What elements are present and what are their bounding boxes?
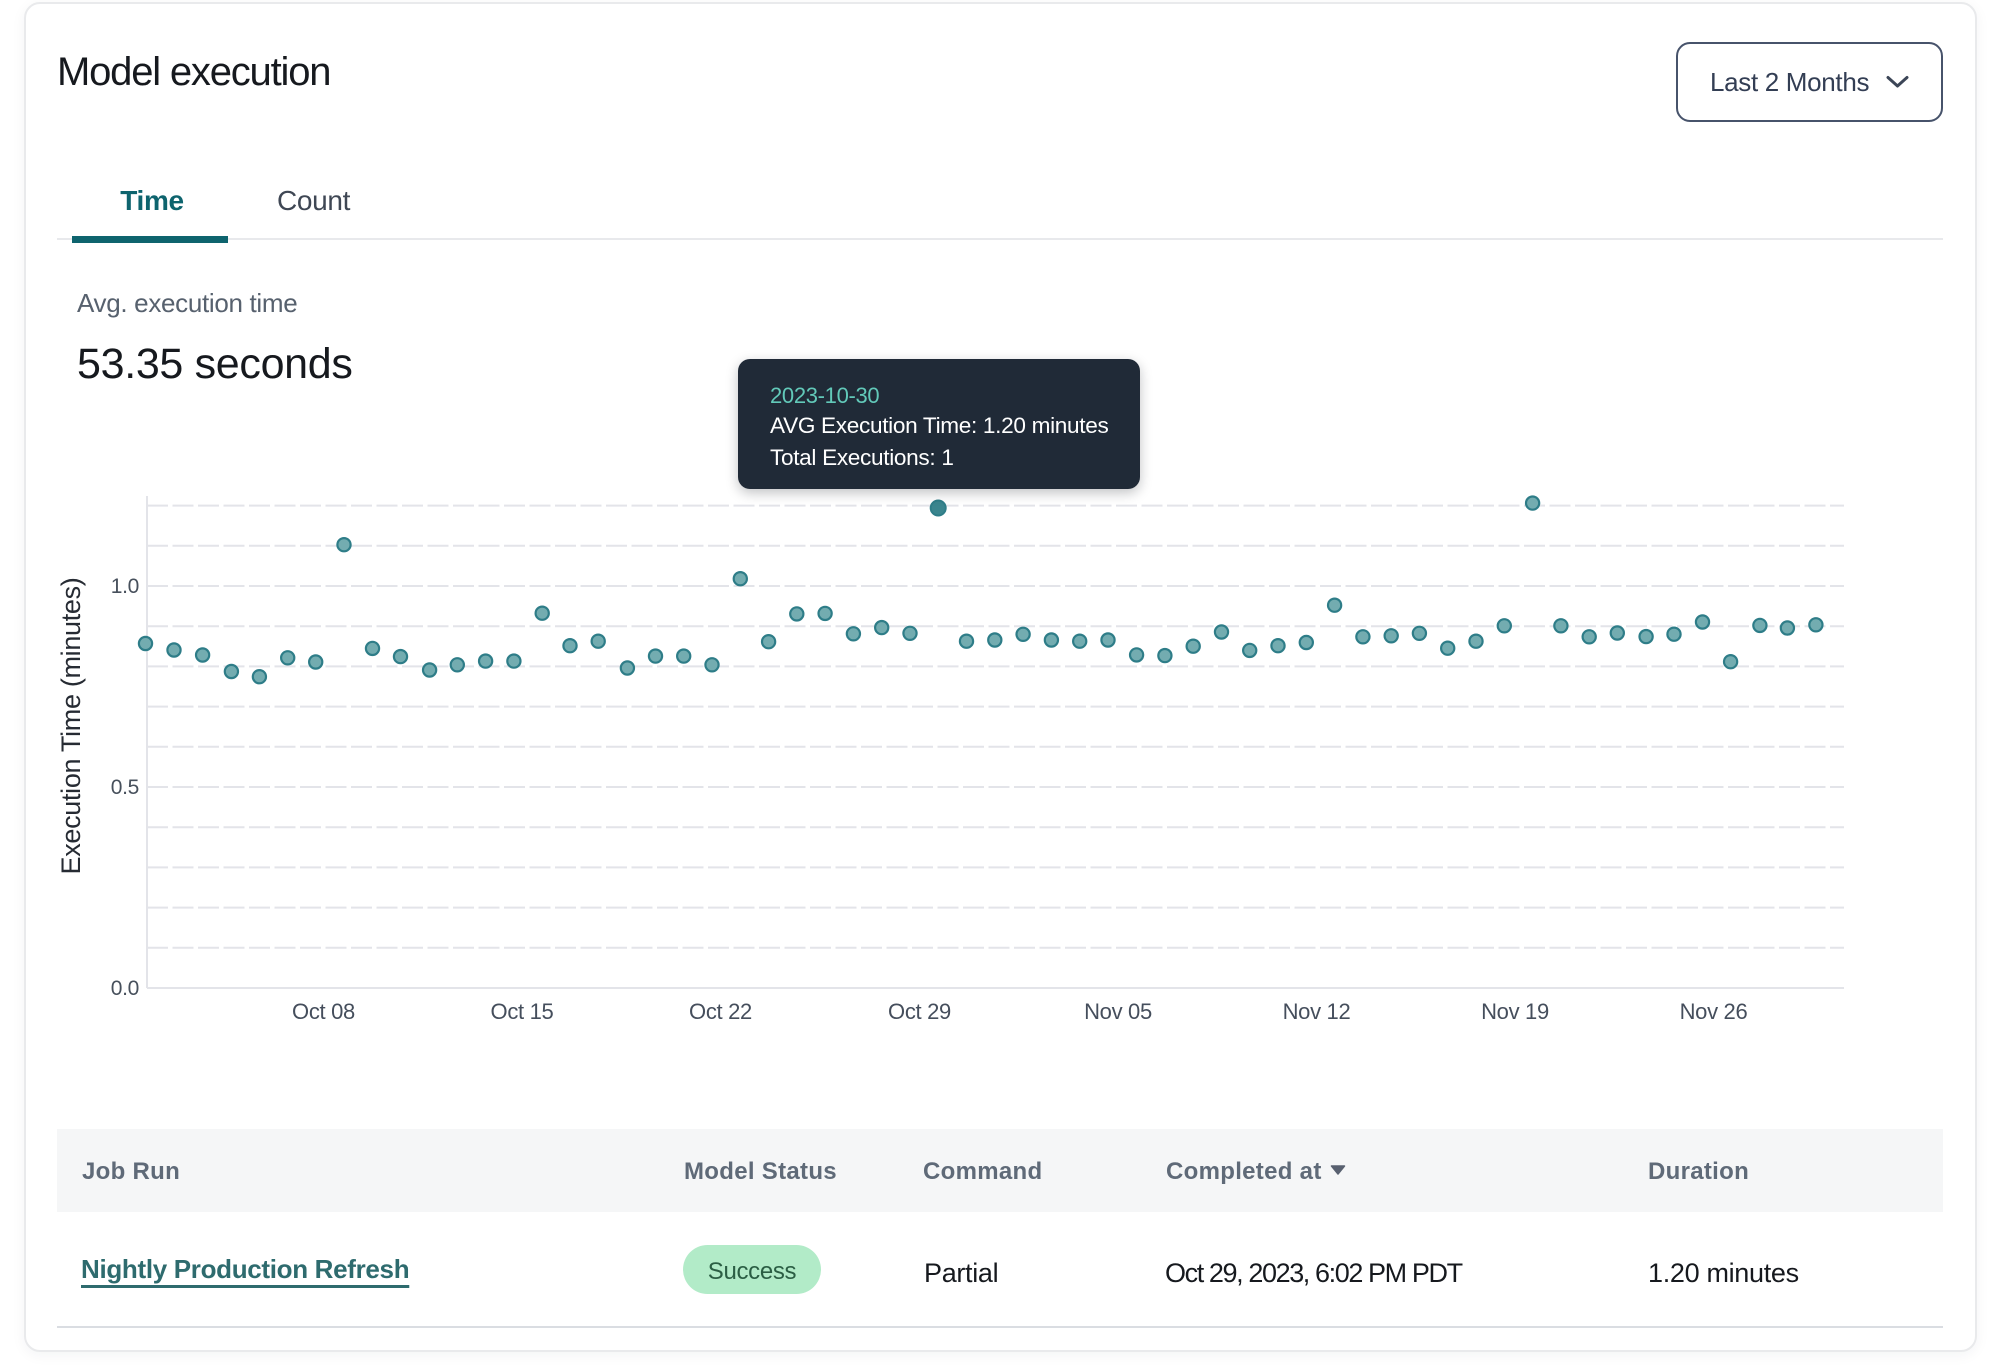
svg-text:Nov 12: Nov 12: [1283, 999, 1351, 1024]
svg-text:Nov 05: Nov 05: [1084, 999, 1152, 1024]
svg-text:Nov 19: Nov 19: [1481, 999, 1549, 1024]
svg-text:0.5: 0.5: [111, 776, 139, 799]
svg-text:Oct 29: Oct 29: [888, 999, 951, 1024]
svg-text:1.0: 1.0: [111, 575, 139, 598]
svg-text:Oct 22: Oct 22: [689, 999, 752, 1024]
svg-text:Oct 15: Oct 15: [491, 999, 554, 1024]
svg-text:Oct 08: Oct 08: [292, 999, 355, 1024]
svg-text:Execution Time (minutes): Execution Time (minutes): [56, 578, 86, 875]
svg-text:0.0: 0.0: [111, 977, 139, 1000]
svg-text:Nov 26: Nov 26: [1680, 999, 1748, 1024]
